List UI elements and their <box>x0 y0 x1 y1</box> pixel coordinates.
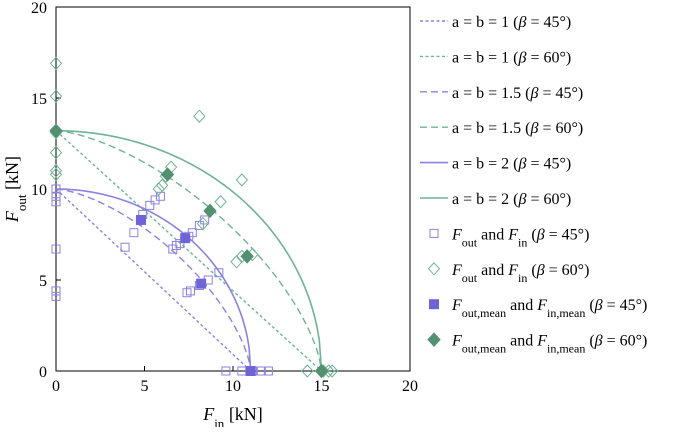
data-point-45 <box>51 244 61 254</box>
y-axis-label: Fout [kN] <box>2 156 29 223</box>
y-tick-label: 20 <box>31 0 47 17</box>
data-point-60 <box>152 182 165 196</box>
data-point-60 <box>230 255 243 269</box>
data-point-45 <box>51 184 61 194</box>
data-point-60 <box>325 364 339 378</box>
data-point-45 <box>214 268 224 278</box>
data-point-45 <box>256 366 266 376</box>
legend-label-mean_60: Fout,mean and Fin,mean (β = 60°) <box>451 333 647 356</box>
data-point-45 <box>120 242 130 252</box>
plot-frame <box>55 6 411 372</box>
x-tick-label: 15 <box>314 378 330 395</box>
data-point-60 <box>49 89 63 103</box>
legend-symbol-pts_45 <box>429 228 439 238</box>
data-point-60 <box>49 145 63 160</box>
legend-symbol-mean_60 <box>427 332 441 347</box>
data-point-60 <box>49 56 63 71</box>
data-point-45 <box>129 228 139 238</box>
curve-ab2_45 <box>56 188 252 371</box>
legend-symbol-pts_60 <box>427 262 441 276</box>
mean-point-60 <box>240 249 254 264</box>
legend-label-ab1_45: a = b = 1 (β = 45°) <box>452 14 571 31</box>
x-tick-label: 10 <box>225 378 241 395</box>
curve-ab15_45 <box>56 188 252 371</box>
data-point-45 <box>221 366 231 376</box>
data-point-60 <box>196 216 210 231</box>
legend-label-ab15_60: a = b = 1.5 (β = 60°) <box>452 120 583 137</box>
legend-label-pts_60: Fout and Fin (β = 60°) <box>451 262 589 285</box>
legend-label-ab2_60: a = b = 2 (β = 60°) <box>452 191 571 208</box>
mean-point-60 <box>314 363 329 379</box>
data-point-60 <box>49 164 63 178</box>
y-tick-label: 15 <box>31 91 47 108</box>
data-point-45 <box>51 286 61 296</box>
curve-ab1_60 <box>56 130 322 371</box>
data-point-45 <box>145 200 155 210</box>
data-point-45 <box>187 228 197 238</box>
data-point-45 <box>51 191 61 201</box>
data-point-60 <box>214 195 227 209</box>
data-point-60 <box>301 364 314 378</box>
legend-label-ab1_60: a = b = 1 (β = 60°) <box>452 49 571 66</box>
data-point-45 <box>263 366 273 376</box>
data-point-45 <box>150 195 160 205</box>
x-tick-label: 5 <box>141 378 149 395</box>
mean-point-45 <box>180 233 191 244</box>
mean-point-45 <box>196 278 207 289</box>
legend-label-ab2_45: a = b = 2 (β = 45°) <box>452 156 571 173</box>
data-point-60 <box>193 109 206 123</box>
mean-point-60 <box>160 167 175 182</box>
data-point-60 <box>235 173 249 187</box>
curve-ab15_60 <box>56 130 323 371</box>
mean-point-45 <box>135 214 146 225</box>
y-tick-label: 5 <box>39 273 47 290</box>
mean-point-60 <box>49 123 63 138</box>
y-tick-label: 0 <box>39 364 47 381</box>
legend-label-pts_45: Fout and Fin (β = 45°) <box>451 226 589 249</box>
legend-label-ab15_45: a = b = 1.5 (β = 45°) <box>452 85 583 102</box>
legend: a = b = 1 (β = 45°) a = b = 1 (β = 60°) a … <box>420 14 647 356</box>
y-tick-label: 10 <box>31 182 47 199</box>
mean-point-45 <box>245 366 256 376</box>
data-point-60 <box>156 178 169 193</box>
data-point-45 <box>175 239 185 249</box>
data-point-45 <box>186 286 196 296</box>
curve-ab2_60 <box>56 129 323 371</box>
legend-label-mean_45: Fout,mean and Fin,mean (β = 45°) <box>451 297 647 320</box>
mean-point-60 <box>203 203 217 219</box>
curve-ab1_45 <box>56 188 252 371</box>
x-tick-label: 20 <box>402 378 418 395</box>
legend-symbol-mean_45 <box>429 299 439 310</box>
data-point-45 <box>51 197 61 207</box>
data-point-45 <box>51 291 61 301</box>
data-point-60 <box>49 167 63 182</box>
x-tick-label: 0 <box>52 378 60 395</box>
x-axis-label: Fin [kN] <box>202 404 263 427</box>
